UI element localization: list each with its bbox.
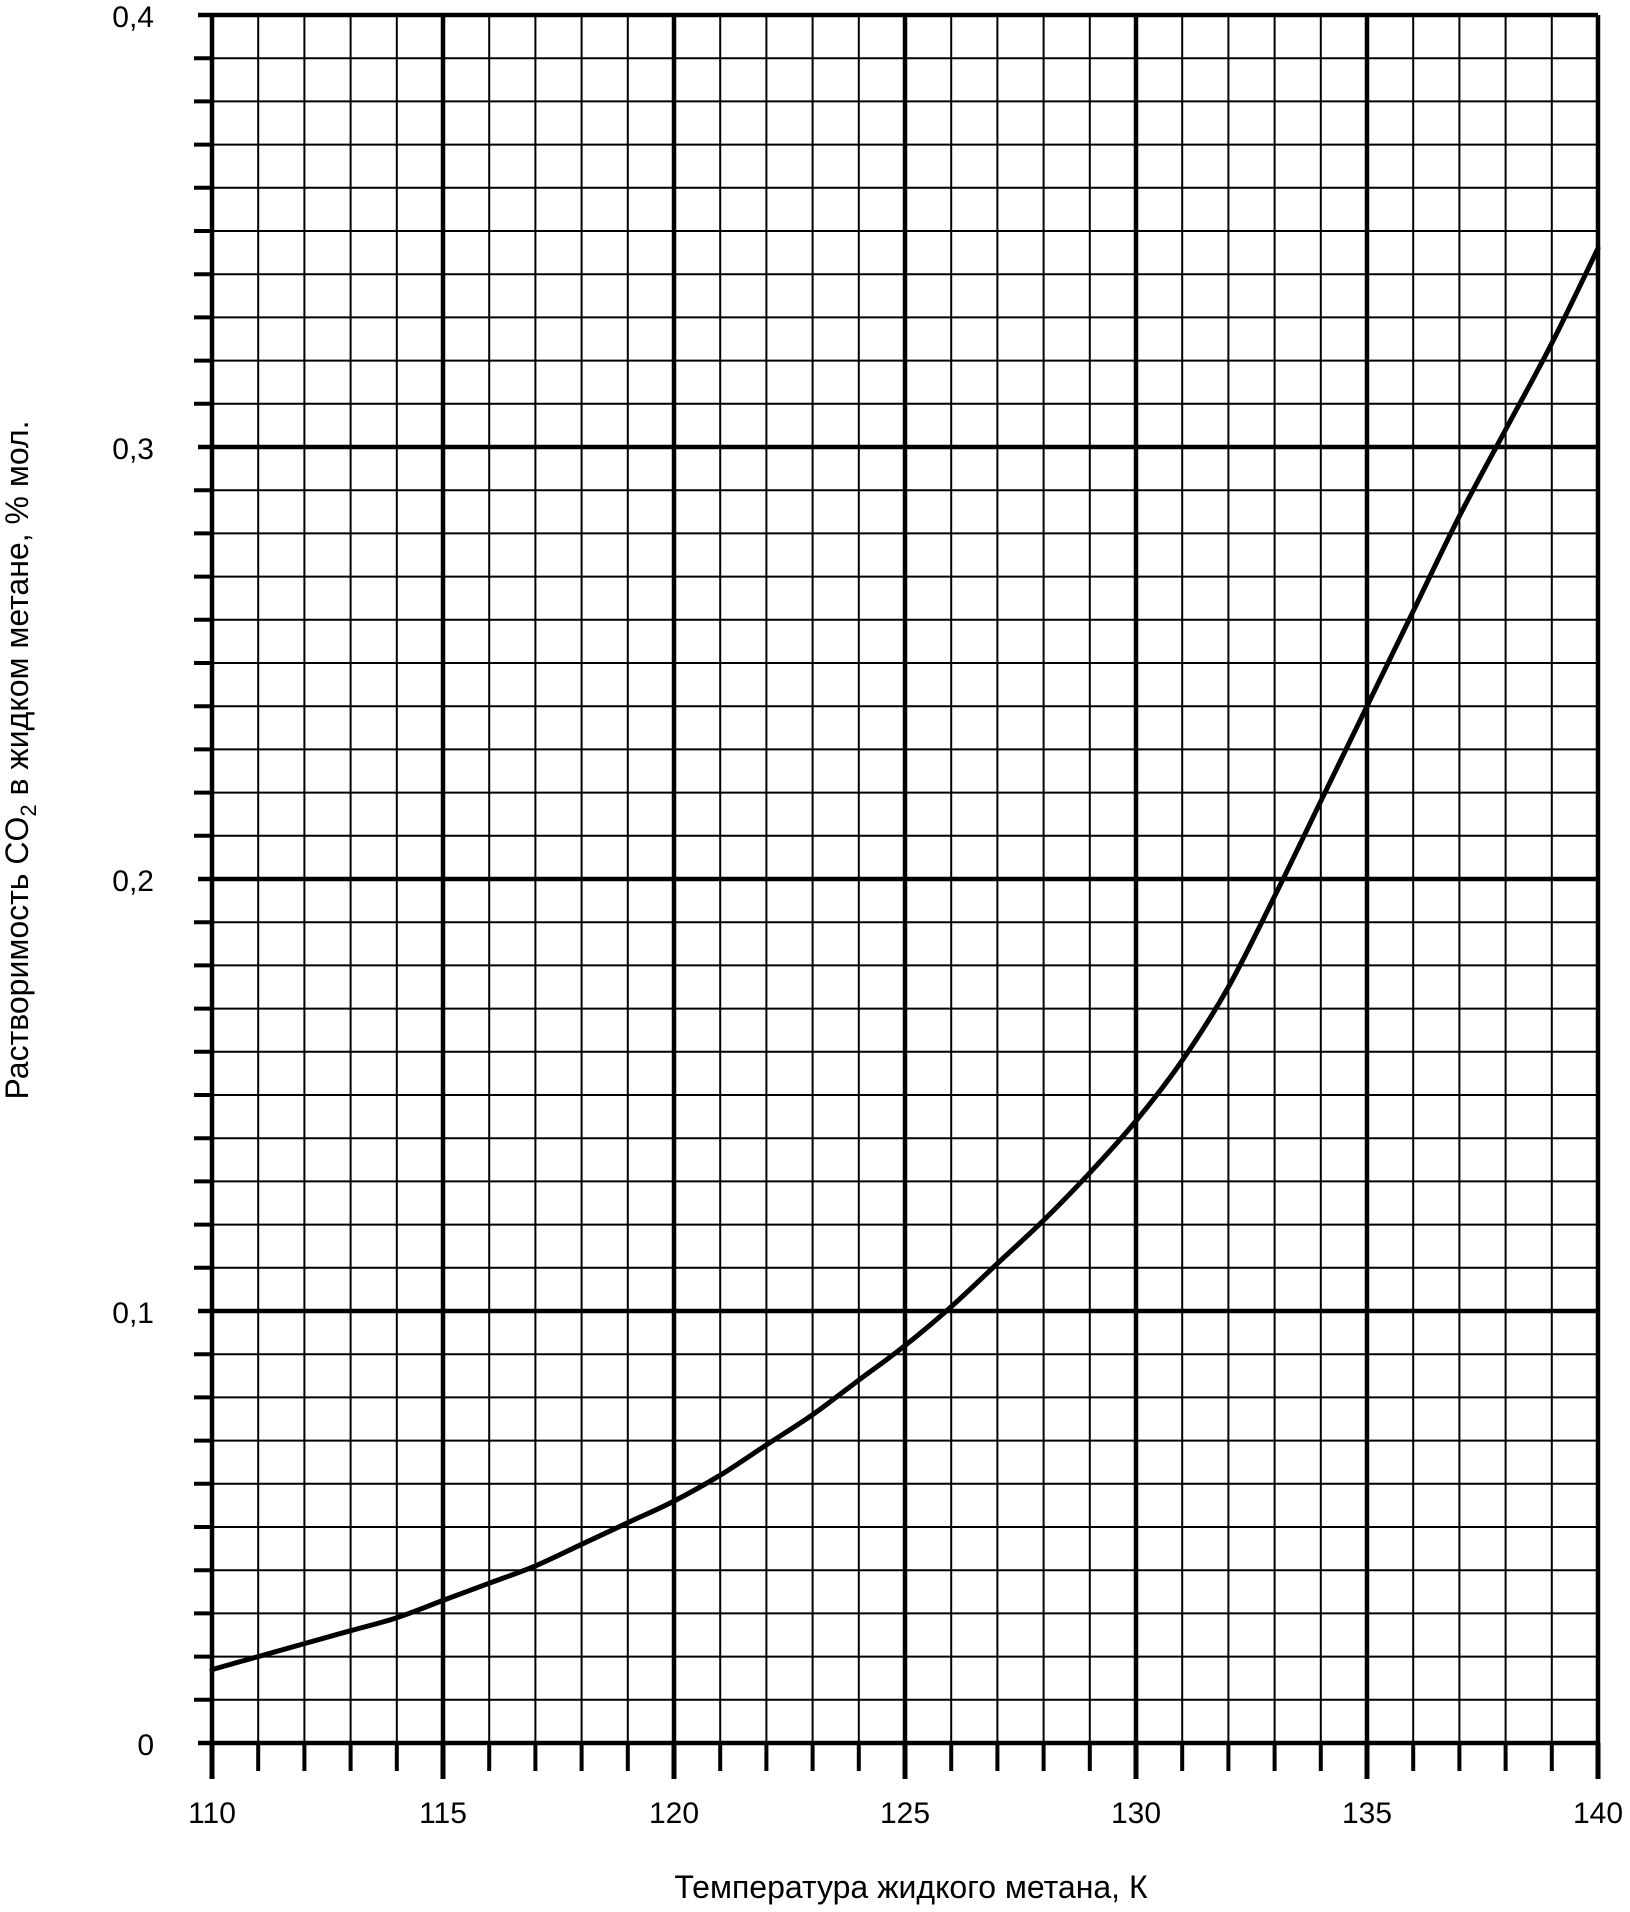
y-axis-title-subscript: 2 — [16, 804, 41, 816]
y-tick-label: 0 — [137, 1729, 154, 1762]
x-tick-label: 120 — [649, 1797, 699, 1830]
solubility-curve — [209, 245, 1601, 1673]
x-tick-label: 130 — [1111, 1797, 1161, 1830]
x-tick-label: 140 — [1573, 1797, 1623, 1830]
grid-major — [198, 12, 1601, 1746]
axis-ticks — [194, 56, 1601, 1779]
tick-labels: 110 115 120 125 130 135 140 0 0,1 0,2 0,3 0,4 — [112, 1, 1623, 1830]
y-tick-label: 0,4 — [112, 1, 154, 34]
x-tick-label: 115 — [419, 1797, 467, 1830]
x-tick-label: 135 — [1342, 1797, 1392, 1830]
y-tick-label: 0,1 — [112, 1297, 154, 1330]
y-axis-title-part2: в жидком метане, % мол. — [0, 421, 35, 805]
y-tick-label: 0,3 — [112, 433, 154, 466]
y-axis-title: Растворимость CO2 в жидком метане, % мол… — [0, 421, 41, 1100]
x-axis-title: Температура жидкого метана, К — [674, 1869, 1148, 1905]
y-axis-title-part1: Растворимость CO — [0, 817, 35, 1100]
x-tick-label: 125 — [880, 1797, 930, 1830]
y-tick-label: 0,2 — [112, 865, 154, 898]
x-tick-label: 110 — [188, 1797, 236, 1830]
